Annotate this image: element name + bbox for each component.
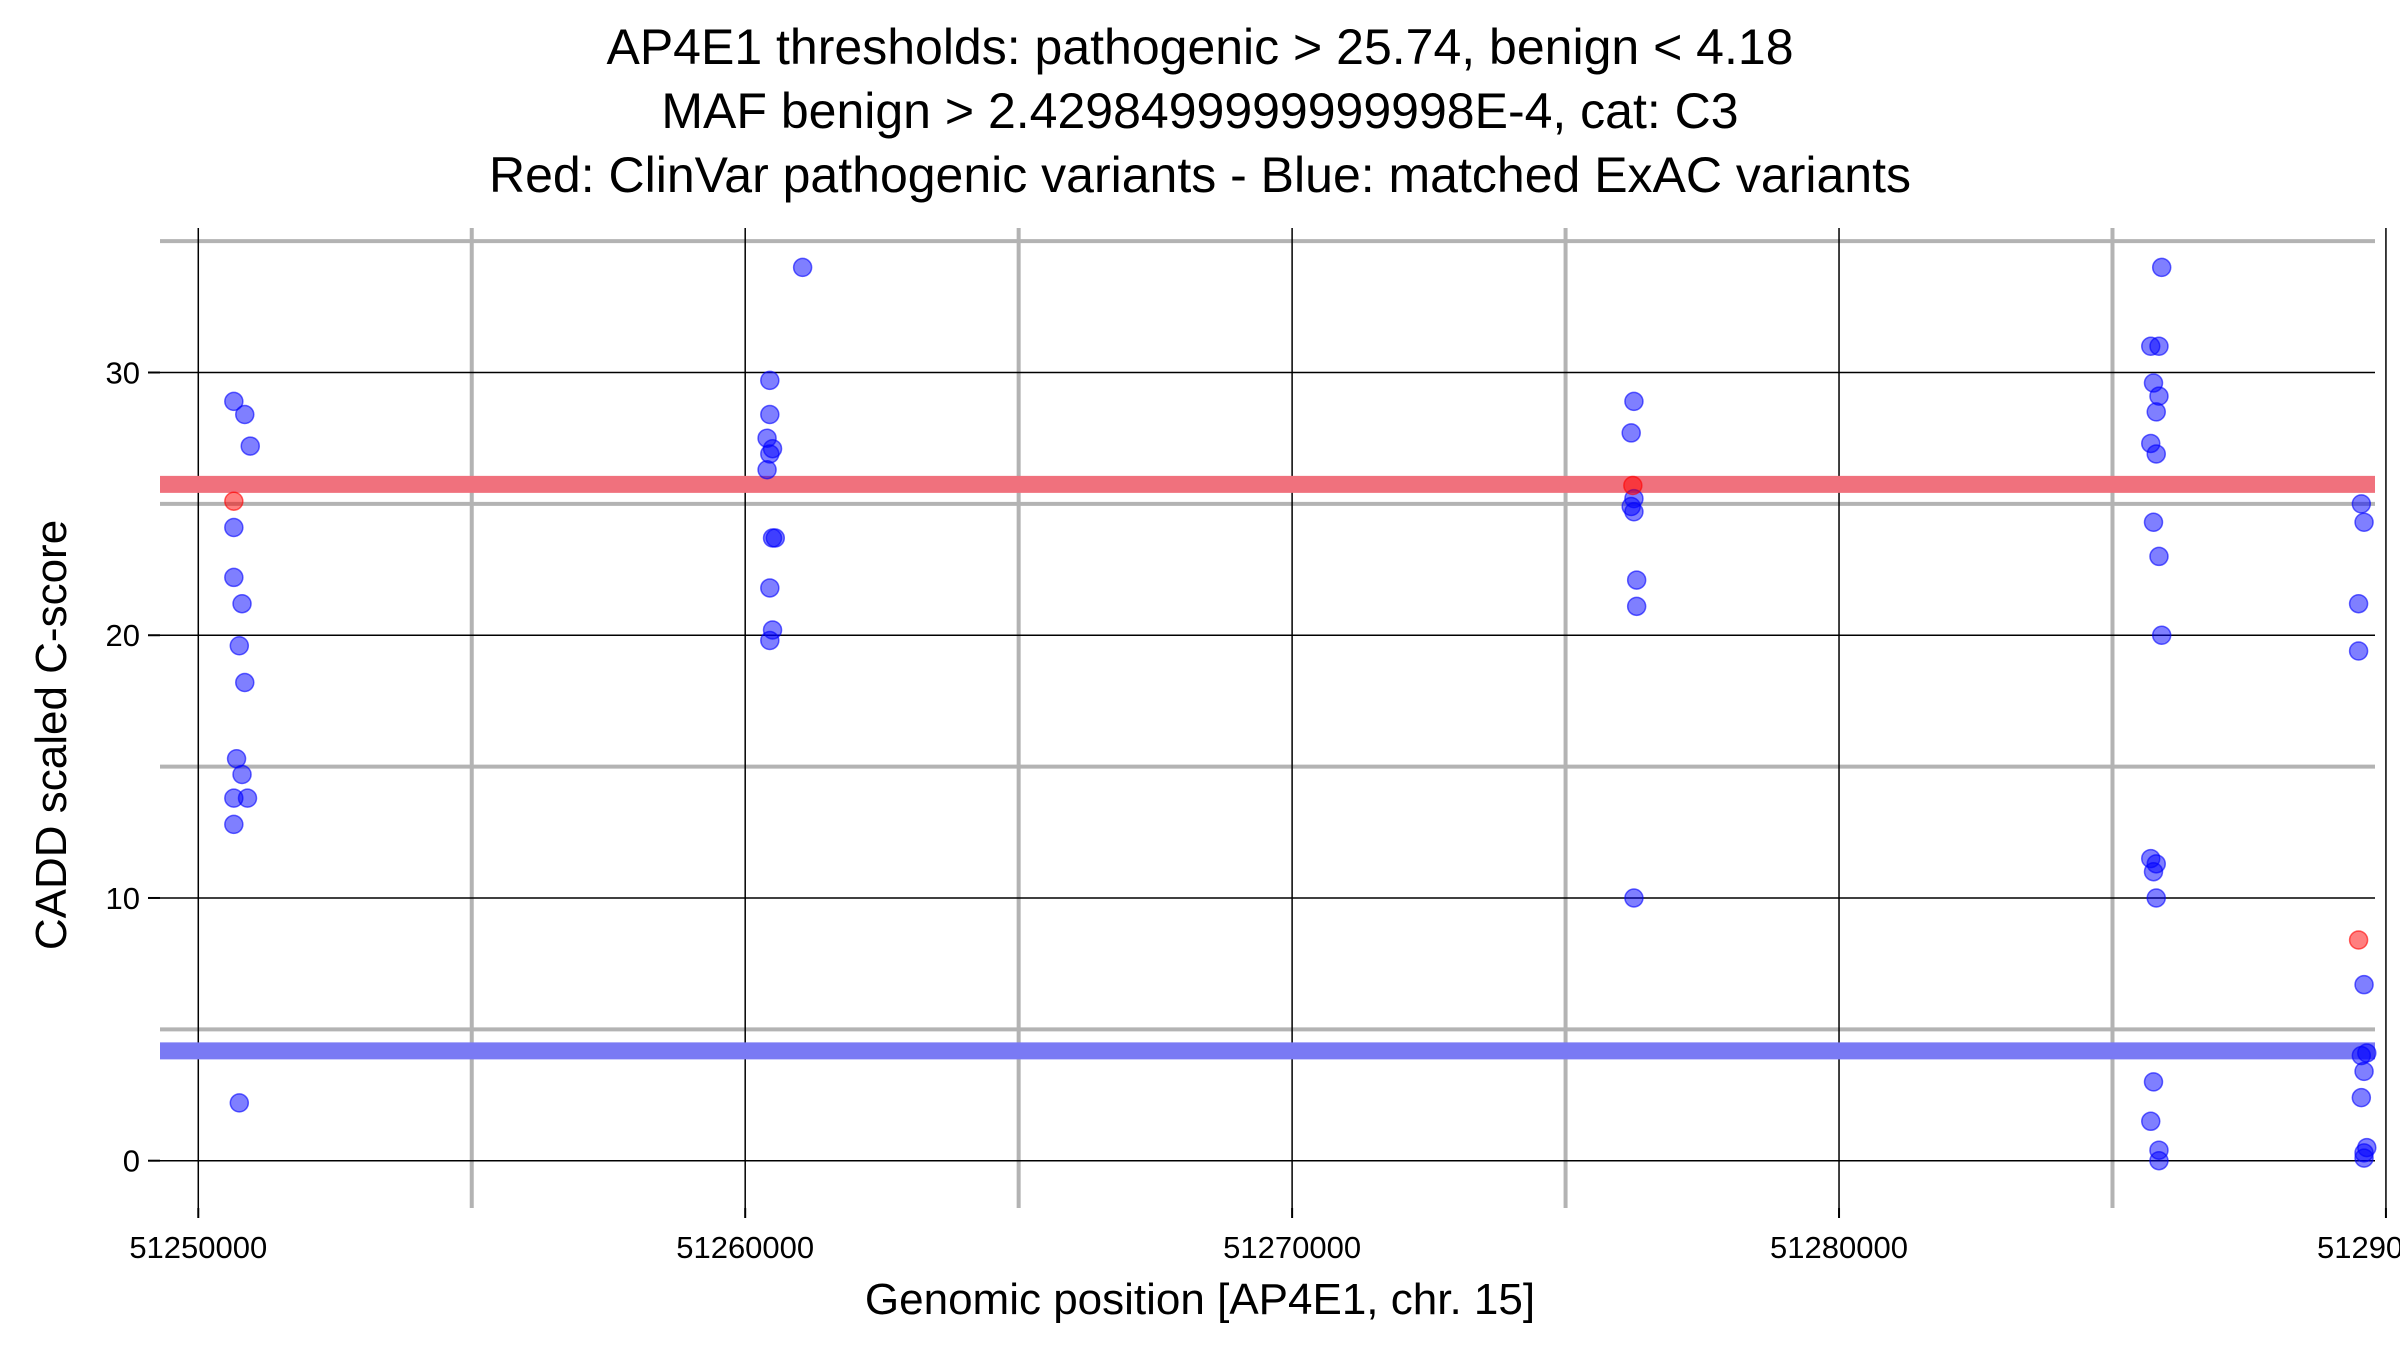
threshold-lines — [160, 475, 2375, 1060]
exac-point — [237, 788, 258, 808]
chart-legend-subtitle: Red: ClinVar pathogenic variants - Blue:… — [489, 147, 1911, 203]
exac-point — [232, 764, 252, 785]
y-tick-label: 20 — [106, 618, 140, 653]
exac-point — [232, 593, 252, 614]
exac-point — [1624, 888, 1644, 908]
exac-point — [760, 630, 780, 651]
exac-point — [760, 370, 780, 391]
exac-point — [2351, 1045, 2372, 1066]
exac-point — [2143, 861, 2164, 882]
exac-point — [2149, 386, 2169, 406]
x-tick-label: 51250000 — [129, 1230, 267, 1265]
exac-point — [2146, 888, 2166, 908]
exac-point — [760, 444, 780, 464]
y-tick-label: 30 — [106, 356, 140, 391]
exac-point — [765, 528, 786, 548]
exac-point — [2143, 1072, 2164, 1092]
exac-point — [2146, 402, 2166, 422]
exac-point — [2151, 625, 2172, 645]
x-tick-label: 51290000 — [2317, 1230, 2400, 1265]
chart-subtitle: MAF benign > 2.4298499999999998E-4, cat:… — [661, 83, 1739, 139]
y-axis-label: CADD scaled C-score — [27, 519, 76, 951]
exac-point — [2149, 546, 2169, 567]
exac-point — [2146, 444, 2166, 464]
exac-point — [2149, 336, 2169, 356]
exac-point — [2351, 1087, 2372, 1108]
exac-point — [2149, 1150, 2169, 1171]
exac-point — [2354, 512, 2374, 533]
exac-point — [1626, 570, 1647, 590]
exac-point — [2141, 1111, 2161, 1132]
exac-point — [224, 814, 244, 835]
axes: 51250000 51260000 51270000 51280000 51290000… — [106, 356, 2400, 1265]
data-points — [224, 257, 2377, 1171]
exac-point — [2351, 494, 2372, 514]
y-tick-label: 10 — [106, 881, 140, 916]
exac-point — [224, 567, 244, 588]
exac-point — [1621, 423, 1641, 443]
clinvar-point — [2348, 930, 2369, 950]
exac-point — [757, 459, 777, 480]
exac-point — [1624, 391, 1644, 412]
chart-title: AP4E1 thresholds: pathogenic > 25.74, be… — [606, 19, 1794, 75]
y-tick-label: 0 — [123, 1144, 140, 1179]
exac-point — [760, 578, 780, 598]
exac-point — [229, 1093, 250, 1113]
exac-point — [235, 404, 255, 425]
exac-point — [2354, 1061, 2374, 1082]
exac-point — [760, 404, 780, 425]
exac-point — [229, 635, 250, 656]
exac-point — [792, 257, 813, 278]
x-tick-label: 51260000 — [676, 1230, 814, 1265]
exac-point — [2151, 257, 2172, 278]
exac-point — [1626, 596, 1647, 617]
clinvar-point — [1623, 475, 1643, 496]
exac-point — [2354, 974, 2374, 995]
exac-point — [2348, 641, 2369, 661]
exac-point — [235, 672, 255, 693]
exac-point — [2143, 512, 2164, 533]
exac-point — [1624, 502, 1644, 522]
minor-grid — [160, 228, 2375, 1208]
exac-point — [240, 436, 260, 456]
x-tick-label: 51280000 — [1770, 1230, 1908, 1265]
exac-point — [2354, 1148, 2374, 1168]
exac-point — [224, 517, 244, 538]
x-tick-label: 51270000 — [1223, 1230, 1361, 1265]
major-grid — [160, 228, 2387, 1208]
clinvar-point — [224, 491, 244, 511]
exac-point — [2348, 593, 2369, 614]
x-axis-label: Genomic position [AP4E1, chr. 15] — [864, 1275, 1536, 1324]
exac-point — [224, 391, 244, 412]
